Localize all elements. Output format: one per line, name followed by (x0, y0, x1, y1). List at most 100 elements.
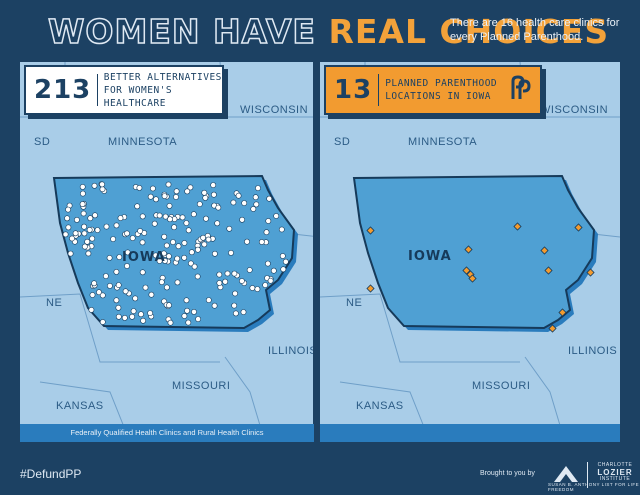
right-map (320, 62, 620, 442)
clinic-dot (210, 191, 217, 198)
pp-count: 13 (334, 75, 373, 105)
clinic-dot (116, 254, 123, 260)
clinic-dot (79, 201, 86, 207)
clinic-dot (181, 240, 188, 246)
clinic-dot (184, 307, 190, 314)
brought-by-label: Brought to you by (480, 470, 535, 477)
clinic-dot (166, 202, 173, 209)
clinic-dot (79, 184, 86, 190)
clinic-dot (238, 278, 245, 284)
pp-marker (540, 246, 549, 255)
label-iowa: IOWA (408, 249, 452, 264)
clinic-dot (201, 241, 208, 248)
clinic-dot (110, 236, 116, 242)
clinic-dot (124, 249, 131, 256)
clinic-dot (235, 192, 242, 199)
clinic-dots (62, 181, 289, 326)
clinic-dot (115, 304, 122, 311)
clinic-dot (142, 284, 149, 291)
clinic-dot (62, 231, 69, 238)
clinic-dot (188, 249, 195, 256)
clinic-dot (211, 302, 218, 309)
clinic-dot (74, 216, 80, 223)
label-missouri: MISSOURI (472, 380, 531, 392)
clinic-dot (139, 239, 146, 246)
label-ne: NE (46, 297, 63, 309)
label-wisconsin: WISCONSIN (540, 104, 609, 116)
clinic-dot (241, 200, 248, 206)
clinic-dot (115, 282, 122, 288)
clinic-dot (113, 297, 120, 304)
cli-line-2: LOZIER (597, 468, 633, 477)
clinic-dot (187, 260, 194, 267)
clinic-dot (139, 269, 146, 276)
pp-marker (513, 222, 522, 231)
cli-line-3: INSTITUTE (599, 476, 631, 482)
clinic-dot (147, 193, 154, 200)
clinic-dot (156, 212, 163, 219)
clinic-dot (246, 267, 253, 273)
clinic-dot (244, 238, 250, 245)
clinic-dot (253, 201, 260, 208)
clinic-dot (80, 210, 87, 217)
clinic-dot (185, 319, 192, 326)
clinic-dot (174, 255, 181, 262)
clinic-dot (124, 263, 130, 269)
label-illinois: ILLINOIS (268, 345, 318, 357)
clinic-dot (124, 230, 130, 237)
clinic-dot (279, 253, 286, 259)
clinic-dot (239, 216, 245, 223)
clinic-dot (162, 257, 168, 264)
clinic-dot (171, 224, 177, 231)
clinic-dot (196, 201, 203, 207)
headline-accent: REAL CHOICES (328, 12, 610, 51)
clinic-dot (167, 319, 174, 326)
clinic-dot (191, 308, 197, 315)
clinic-dot (163, 242, 170, 249)
clinic-dot (224, 270, 231, 277)
label-kansas: KANSAS (56, 400, 104, 412)
clinic-dot (96, 289, 102, 296)
clinic-dot (282, 258, 289, 265)
clinic-dot (187, 184, 194, 191)
clinic-dot (216, 271, 223, 278)
clinic-dot (231, 270, 238, 277)
clinic-dot (99, 186, 106, 193)
clinic-dot (138, 311, 144, 318)
label-iowa: IOWA (122, 250, 166, 265)
clinic-dot (69, 235, 75, 242)
alternatives-count: 213 (34, 75, 92, 105)
clinic-dot (280, 266, 287, 273)
clinic-dot (117, 215, 124, 221)
clinic-dot (211, 250, 218, 257)
clinic-dot (85, 250, 92, 257)
clinic-dot (263, 229, 270, 236)
label-sd: SD (334, 136, 351, 148)
clinic-dot (170, 239, 176, 245)
clinic-dot (255, 185, 261, 191)
clinic-dot (106, 254, 113, 261)
hashtag: #DefundPP (20, 467, 82, 481)
clinic-dot (121, 314, 128, 321)
pp-marker (464, 245, 473, 254)
clinic-dot (134, 203, 141, 210)
clinic-dot (216, 280, 223, 286)
clinic-dot (175, 243, 182, 250)
clinic-dot (173, 194, 179, 200)
clinic-dot (151, 220, 158, 227)
clinic-dot (267, 277, 274, 284)
clinic-dot (252, 194, 259, 201)
clinic-dot (132, 295, 139, 302)
clinic-dot (137, 228, 143, 234)
badge-separator (378, 74, 380, 106)
cli-logo: CHARLOTTE LOZIER INSTITUTE (592, 462, 638, 483)
clinic-dot (113, 222, 120, 229)
clinic-dot (167, 216, 173, 223)
clinic-dot (140, 317, 146, 324)
clinic-dot (265, 218, 272, 224)
clinic-dot (232, 290, 238, 297)
clinic-dot (115, 313, 122, 320)
clinic-dot (264, 260, 271, 267)
clinic-dot (205, 297, 212, 303)
planned-parenthood-markers (366, 222, 595, 333)
